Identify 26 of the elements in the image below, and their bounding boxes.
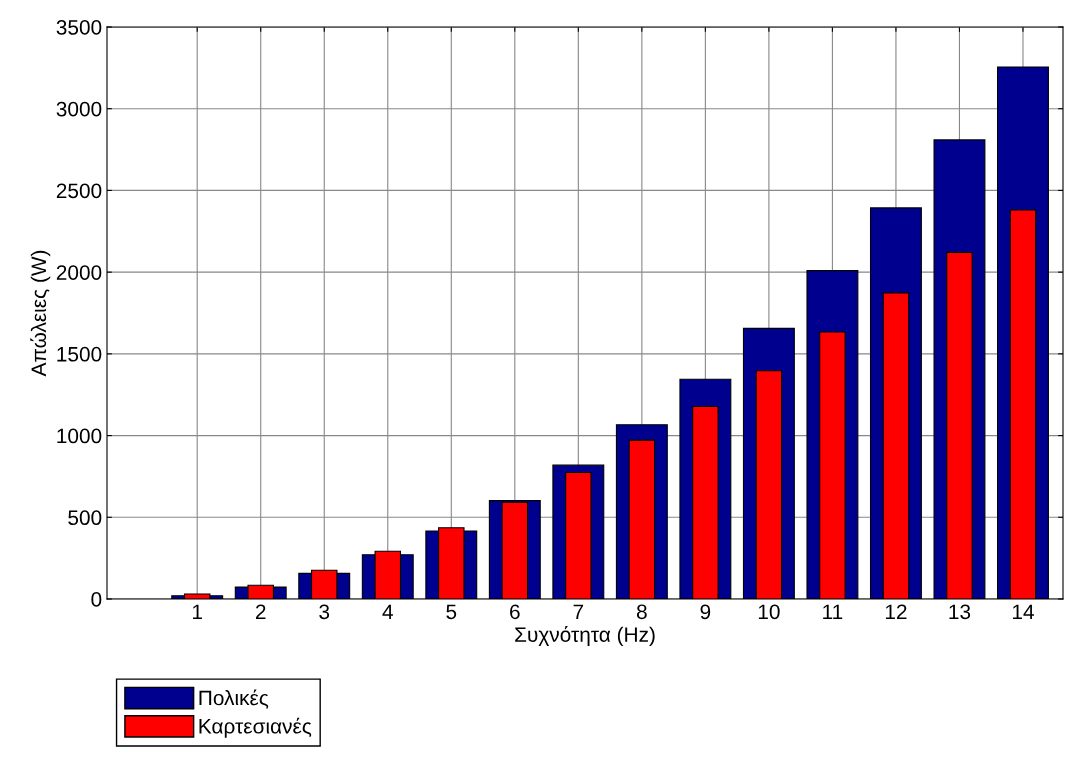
x-tick-label: 13	[949, 604, 971, 620]
x-tick-label: 1	[193, 604, 202, 619]
y-tick-label: 2000	[56, 265, 102, 280]
y-tick-label: 500	[68, 510, 102, 526]
y-tick-label: 3000	[56, 101, 102, 117]
y-tick-label: 0	[91, 592, 102, 607]
legend-label: Πολικές	[199, 689, 269, 709]
x-tick-label: 2	[255, 604, 266, 619]
y-tick-label: 1500	[57, 346, 102, 362]
y-axis-title: Απώλειες (W)	[30, 250, 51, 377]
x-tick-label: 12	[885, 604, 907, 619]
y-tick-label: 2500	[56, 183, 102, 199]
x-axis-title: Συχνότητα (Hz)	[515, 626, 655, 647]
x-tick-label: 11	[823, 604, 843, 619]
x-tick-label: 5	[446, 604, 457, 620]
x-tick-label: 10	[758, 604, 780, 620]
x-tick-label: 7	[573, 604, 584, 619]
legend-label: Καρτεσιανές	[199, 717, 312, 738]
x-tick-label: 3	[319, 604, 330, 620]
y-tick-label: 3500	[56, 20, 102, 35]
x-tick-label: 6	[510, 604, 520, 620]
x-tick-label: 8	[636, 604, 647, 620]
x-tick-label: 9	[700, 604, 711, 620]
y-tick-label: 1000	[57, 428, 102, 444]
x-tick-label: 14	[1012, 604, 1034, 619]
x-tick-label: 4	[382, 604, 393, 619]
